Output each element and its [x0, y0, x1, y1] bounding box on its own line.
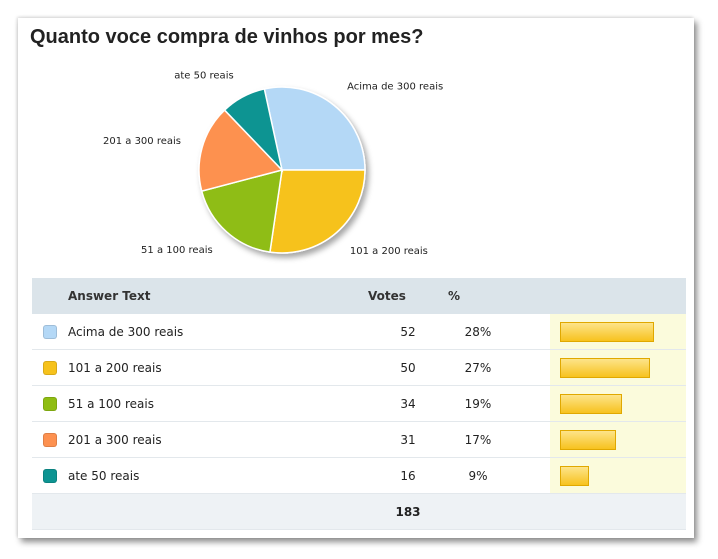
- answer-text: 201 a 300 reais: [68, 421, 368, 458]
- table-row: 51 a 100 reais 34 19%: [32, 385, 686, 422]
- pie-slice-label: 101 a 200 reais: [350, 246, 428, 257]
- legend-swatch: [43, 432, 57, 447]
- vote-percent: 27%: [448, 349, 508, 386]
- legend-swatch: [43, 396, 57, 411]
- answer-text: ate 50 reais: [68, 457, 368, 494]
- vote-bar: [560, 429, 616, 450]
- total-votes: 183: [368, 493, 448, 530]
- vote-count: 34: [368, 385, 448, 422]
- table-row: Acima de 300 reais 52 28%: [32, 314, 686, 350]
- vote-bar: [560, 393, 622, 414]
- pie-slice-label: 51 a 100 reais: [141, 245, 213, 256]
- legend-swatch: [43, 360, 57, 375]
- percent-header: %: [448, 278, 508, 314]
- vote-percent: 28%: [448, 314, 508, 350]
- answer-text: Acima de 300 reais: [68, 314, 368, 350]
- pie-chart: Acima de 300 reais 101 a 200 reais 51 a 10…: [103, 71, 443, 257]
- vote-count: 16: [368, 457, 448, 494]
- pie-slice-label: 201 a 300 reais: [103, 136, 181, 147]
- answer-text: 101 a 200 reais: [68, 349, 368, 386]
- vote-count: 50: [368, 349, 448, 386]
- vote-percent: 19%: [448, 385, 508, 422]
- total-row: 183: [32, 493, 686, 530]
- vote-percent: 17%: [448, 421, 508, 458]
- vote-percent: 9%: [448, 457, 508, 494]
- vote-bar: [560, 357, 651, 378]
- table-header-row: Answer Text Votes %: [32, 278, 686, 314]
- pie-slice: [269, 169, 366, 254]
- vote-count: 31: [368, 421, 448, 458]
- table-row: 201 a 300 reais 31 17%: [32, 421, 686, 458]
- table-row: ate 50 reais 16 9%: [32, 457, 686, 494]
- pie-slice: [200, 168, 283, 253]
- answer-text: 51 a 100 reais: [68, 385, 368, 422]
- table-row: 101 a 200 reais 50 27%: [32, 349, 686, 386]
- pie-slice: [223, 88, 284, 173]
- pie-slice-label: Acima de 300 reais: [347, 82, 443, 93]
- pie-slice-label: ate 50 reais: [174, 71, 233, 82]
- pie-slice: [198, 108, 284, 193]
- vote-count: 52: [368, 314, 448, 350]
- legend-swatch: [43, 468, 57, 483]
- results-table: Answer Text Votes % Acima de 300 reais 52…: [32, 278, 686, 530]
- answer-text-header: Answer Text: [68, 278, 368, 314]
- poll-results-panel: Quanto voce compra de vinhos por mes? Ac…: [18, 18, 694, 538]
- poll-title: Quanto voce compra de vinhos por mes?: [30, 26, 424, 48]
- vote-bar: [560, 321, 654, 342]
- vote-bar: [560, 465, 589, 486]
- legend-swatch: [43, 324, 57, 339]
- votes-header: Votes: [368, 278, 448, 314]
- pie-slice: [263, 86, 366, 171]
